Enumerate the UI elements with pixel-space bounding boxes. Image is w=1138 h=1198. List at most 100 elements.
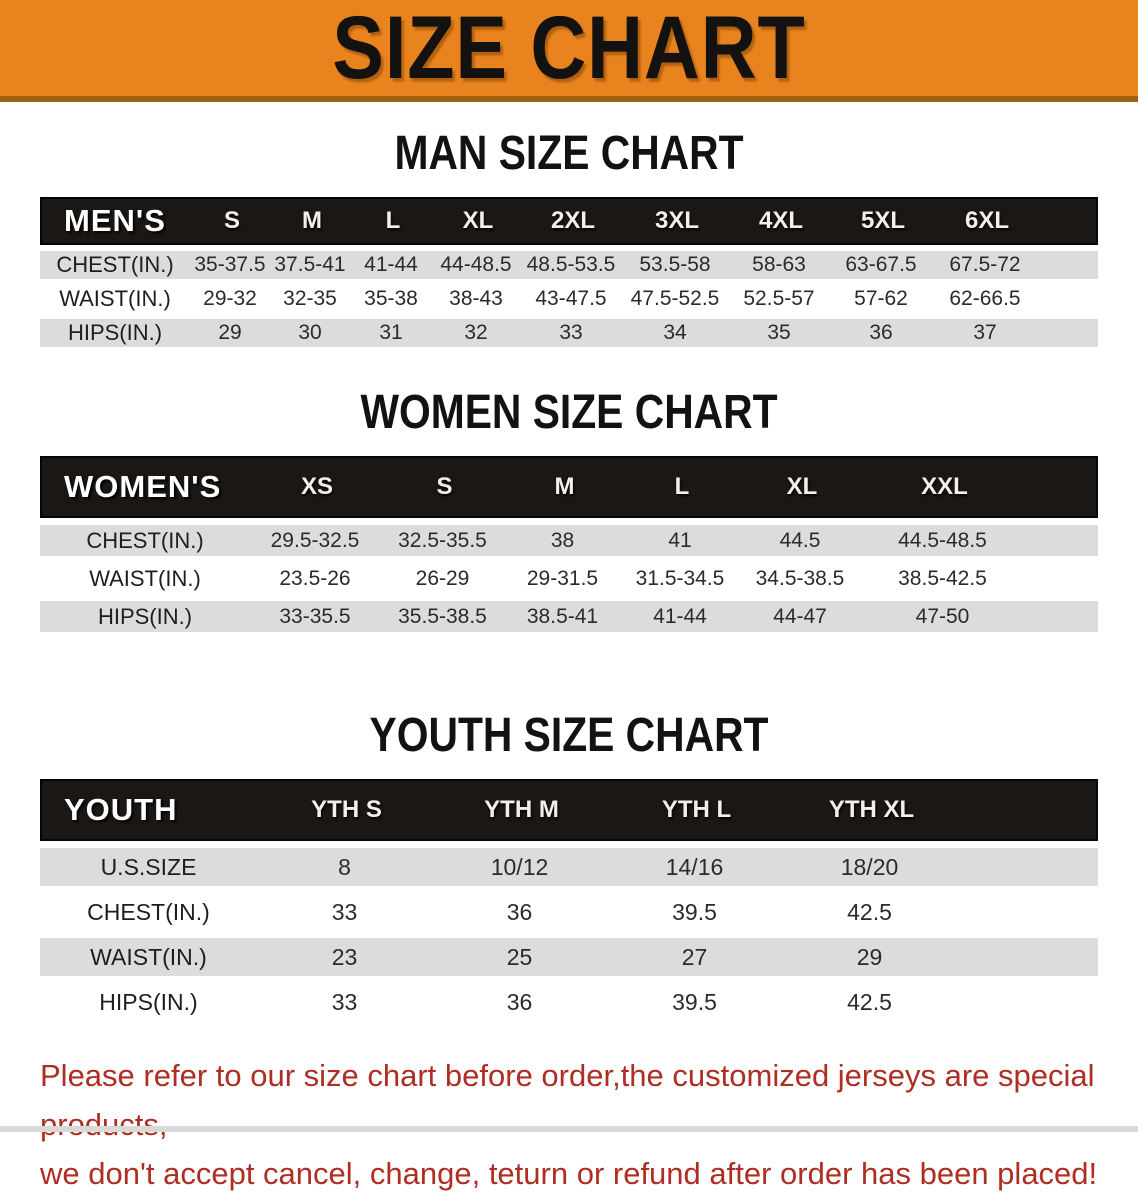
size-cell: 43-47.5 bbox=[535, 287, 607, 310]
size-cell: 37 bbox=[973, 321, 997, 344]
size-column-header: YTH XL bbox=[828, 796, 915, 823]
table-header-row: YOUTH YTH S YTH M YTH L YTH XL bbox=[40, 779, 1098, 841]
size-cell: 23.5-26 bbox=[279, 566, 351, 590]
row-label: WAIST(IN.) bbox=[90, 943, 207, 970]
size-cell: 42.5 bbox=[847, 988, 892, 1015]
size-cell: 44.5-48.5 bbox=[898, 528, 987, 552]
size-cell: 38.5-42.5 bbox=[898, 566, 987, 590]
table-row: WAIST(IN.) 23.5-26 26-29 29-31.5 31.5-34.5 34… bbox=[40, 563, 1098, 594]
size-cell: 44-47 bbox=[773, 604, 827, 628]
size-column-header: 6XL bbox=[964, 207, 1009, 234]
size-column-header: S bbox=[436, 473, 453, 500]
size-cell: 39.5 bbox=[672, 988, 717, 1015]
size-column-header: XL bbox=[786, 473, 818, 500]
size-cell: 63-67.5 bbox=[845, 253, 917, 276]
size-cell: 39.5 bbox=[672, 898, 717, 925]
size-cell: 38-43 bbox=[449, 287, 503, 310]
size-cell: 33 bbox=[331, 988, 358, 1015]
size-column-header: XXL bbox=[921, 473, 968, 500]
bottom-border bbox=[0, 1126, 1138, 1132]
size-cell: 47.5-52.5 bbox=[630, 287, 720, 310]
row-label: HIPS(IN.) bbox=[97, 603, 193, 629]
size-column-header: YTH L bbox=[661, 796, 732, 823]
disclaimer-text: Please refer to our size chart before or… bbox=[40, 1051, 1118, 1198]
size-cell: 36 bbox=[869, 321, 893, 344]
table-row: HIPS(IN.) 29 30 31 32 33 34 35 36 37 bbox=[40, 319, 1098, 347]
size-cell: 48.5-53.5 bbox=[526, 253, 616, 276]
table-row: WAIST(IN.) 29-32 32-35 35-38 38-43 43-47.5 47.… bbox=[40, 285, 1098, 313]
row-label: CHEST(IN.) bbox=[86, 527, 204, 553]
size-cell: 58-63 bbox=[752, 253, 806, 276]
size-cell: 30 bbox=[298, 321, 322, 344]
size-cell: 36 bbox=[506, 988, 533, 1015]
size-cell: 33 bbox=[331, 898, 358, 925]
size-cell: 35 bbox=[767, 321, 791, 344]
youth-size-table: YOUTH YTH S YTH M YTH L YTH XL U.S.SIZE 8 10/… bbox=[40, 779, 1098, 1021]
size-column-header: M bbox=[302, 207, 322, 234]
size-column-header: XS bbox=[300, 473, 333, 500]
size-cell: 29 bbox=[856, 943, 883, 970]
size-cell: 8 bbox=[338, 853, 351, 880]
size-cell: 41 bbox=[668, 528, 692, 552]
row-label: HIPS(IN.) bbox=[99, 988, 198, 1015]
size-column-header: 5XL bbox=[860, 207, 905, 234]
size-column-header: 2XL bbox=[550, 207, 595, 234]
table-corner-label: YOUTH bbox=[64, 792, 178, 827]
size-cell: 41-44 bbox=[653, 604, 707, 628]
women-size-chart-heading: WOMEN SIZE CHART bbox=[360, 386, 778, 439]
size-cell: 14/16 bbox=[665, 853, 724, 880]
size-cell: 33-35.5 bbox=[279, 604, 351, 628]
row-label: U.S.SIZE bbox=[100, 853, 197, 880]
size-cell: 33 bbox=[559, 321, 583, 344]
size-cell: 35.5-38.5 bbox=[398, 604, 487, 628]
size-cell: 29-32 bbox=[203, 287, 257, 310]
youth-size-chart-heading: YOUTH SIZE CHART bbox=[369, 709, 769, 762]
table-corner-label: WOMEN'S bbox=[64, 469, 222, 504]
disclaimer-line-1: Please refer to our size chart before or… bbox=[40, 1058, 1095, 1142]
size-cell: 36 bbox=[506, 898, 533, 925]
table-row: CHEST(IN.) 35-37.5 37.5-41 41-44 44-48.5 48.5… bbox=[40, 251, 1098, 279]
size-cell: 47-50 bbox=[915, 604, 970, 628]
size-cell: 26-29 bbox=[415, 566, 470, 590]
table-row: CHEST(IN.) 33 36 39.5 42.5 bbox=[40, 893, 1098, 931]
men-size-table: MEN'S S M L XL 2XL 3XL 4XL 5XL 6XL CHEST(IN.) 35-… bbox=[40, 197, 1098, 347]
size-cell: 44.5 bbox=[779, 528, 821, 552]
size-cell: 34.5-38.5 bbox=[755, 566, 845, 590]
size-cell: 38.5-41 bbox=[526, 604, 599, 628]
size-cell: 34 bbox=[663, 321, 687, 344]
size-cell: 32 bbox=[464, 321, 488, 344]
size-chart-title: SIZE CHART bbox=[332, 0, 806, 98]
size-cell: 23 bbox=[331, 943, 358, 970]
size-cell: 29 bbox=[218, 321, 242, 344]
table-header-row: WOMEN'S XS S M L XL XXL bbox=[40, 456, 1098, 518]
size-cell: 44-48.5 bbox=[440, 253, 512, 276]
table-row: CHEST(IN.) 29.5-32.5 32.5-35.5 38 41 44.5 44.5… bbox=[40, 525, 1098, 556]
size-column-header: M bbox=[554, 473, 575, 500]
size-cell: 35-38 bbox=[364, 287, 418, 310]
size-cell: 31 bbox=[379, 321, 403, 344]
size-cell: 42.5 bbox=[847, 898, 892, 925]
size-cell: 32-35 bbox=[283, 287, 337, 310]
size-column-header: L bbox=[385, 207, 401, 234]
table-row: HIPS(IN.) 33 36 39.5 42.5 bbox=[40, 983, 1098, 1021]
size-column-header: XL bbox=[462, 207, 494, 234]
size-cell: 25 bbox=[506, 943, 533, 970]
row-label: WAIST(IN.) bbox=[59, 286, 171, 311]
size-column-header: 3XL bbox=[654, 207, 699, 234]
size-cell: 38 bbox=[550, 528, 575, 552]
size-cell: 52.5-57 bbox=[743, 287, 815, 310]
size-column-header: 4XL bbox=[758, 207, 803, 234]
row-label: CHEST(IN.) bbox=[87, 898, 210, 925]
size-cell: 32.5-35.5 bbox=[398, 528, 487, 552]
size-cell: 29-31.5 bbox=[526, 566, 599, 590]
size-cell: 37.5-41 bbox=[274, 253, 346, 276]
size-cell: 29.5-32.5 bbox=[270, 528, 360, 552]
size-cell: 10/12 bbox=[490, 853, 549, 880]
row-label: CHEST(IN.) bbox=[56, 252, 174, 277]
row-label: HIPS(IN.) bbox=[67, 320, 163, 345]
row-label: WAIST(IN.) bbox=[89, 565, 201, 591]
size-cell: 27 bbox=[681, 943, 708, 970]
size-chart-banner: SIZE CHART bbox=[0, 0, 1138, 102]
table-row: WAIST(IN.) 23 25 27 29 bbox=[40, 938, 1098, 976]
size-column-header: YTH M bbox=[484, 796, 559, 823]
